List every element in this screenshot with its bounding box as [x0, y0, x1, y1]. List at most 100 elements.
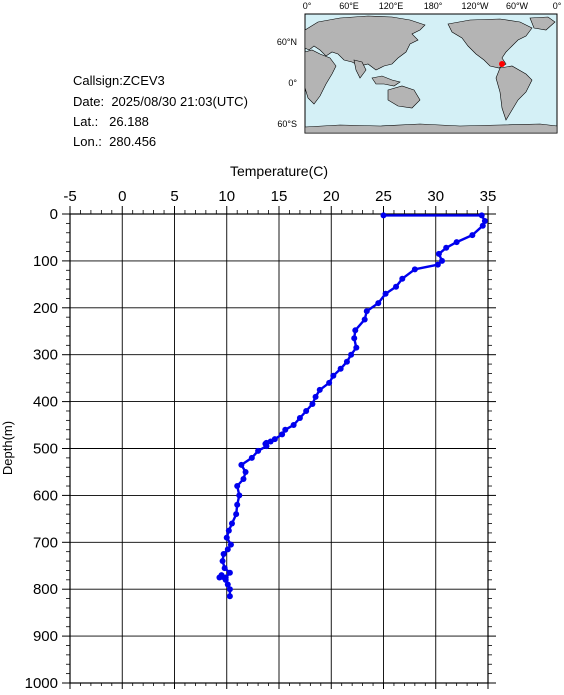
chart-grid	[70, 214, 488, 683]
lon-label: Lon.:	[73, 134, 102, 149]
y-tick-label: 300	[33, 347, 58, 364]
y-tick-label: 200	[33, 300, 58, 317]
profile-point	[326, 379, 333, 386]
callsign-line: Callsign:ZCEV3	[73, 73, 165, 89]
profile-point	[375, 300, 382, 307]
map-top-tick: 0°	[553, 1, 562, 11]
y-tick-label: 500	[33, 441, 58, 458]
profile-point	[222, 576, 229, 583]
africa-land	[304, 49, 337, 105]
y-axis-label: Depth(m)	[0, 421, 15, 475]
profile-point	[337, 365, 344, 372]
date-line: Date: 2025/08/30 21:03(UTC)	[73, 94, 248, 110]
profile-point	[227, 541, 234, 548]
profile-point	[453, 239, 460, 246]
profile-point	[224, 581, 231, 588]
profile-point	[393, 283, 400, 290]
x-tick-label: 35	[480, 188, 497, 205]
y-tick-label: 600	[33, 487, 58, 504]
map-top-tick: 60°E	[339, 1, 359, 11]
profile-points	[216, 212, 488, 600]
profile-point	[219, 558, 226, 565]
profile-point	[353, 344, 360, 351]
map-top-tick: 120°E	[379, 1, 404, 11]
south-america-land	[495, 65, 533, 121]
map-top-tick: 0°	[303, 1, 312, 11]
profile-point	[248, 454, 255, 461]
profile-point	[290, 422, 297, 429]
profile-point	[233, 511, 240, 518]
profile-point	[221, 565, 228, 572]
map-side-tick: 60°S	[277, 119, 297, 129]
profile-point	[255, 447, 262, 454]
profile-point	[309, 400, 316, 407]
map-side-tick: 60°N	[277, 37, 297, 47]
callsign-value: ZCEV3	[122, 73, 165, 88]
profile-point	[240, 475, 247, 482]
y-tick-label: 1000	[25, 675, 58, 690]
profile-point	[226, 586, 233, 593]
lat-label: Lat.:	[73, 114, 99, 129]
profile-point	[481, 218, 488, 225]
north-america-land	[447, 18, 533, 69]
y-tick-label: 800	[33, 581, 58, 598]
profile-point	[296, 415, 303, 422]
x-tick-label: 20	[323, 188, 340, 205]
profile-point	[343, 358, 350, 365]
world-map: 0° 60°E 120°E 180° 120°W 60°W 0° 60°N 0°…	[277, 1, 562, 134]
y-tick-label: 400	[33, 394, 58, 411]
profile-point	[216, 574, 223, 581]
profile-point	[263, 443, 270, 450]
map-top-tick: 180°	[424, 1, 443, 11]
profile-point	[348, 351, 355, 358]
profile-point	[361, 316, 368, 323]
plot-frame	[69, 213, 489, 684]
y-tick-label: 700	[33, 534, 58, 551]
profile-point	[316, 386, 323, 393]
profile-point	[236, 492, 243, 499]
date-value: 2025/08/30 21:03(UTC)	[111, 94, 248, 109]
chart-tick-labels: -5 0 5 10 15 20 25 30 35 0 100 200 300 400 500 600 700 80…	[25, 188, 497, 692]
x-tick-label: -5	[63, 188, 76, 205]
x-tick-label: 0	[118, 188, 126, 205]
x-tick-label: 30	[427, 188, 444, 205]
x-tick-label: 5	[170, 188, 178, 205]
profile-point	[351, 335, 358, 342]
lon-line: Lon.: 280.456	[73, 134, 156, 150]
profile-point	[226, 593, 233, 600]
profile-point	[478, 212, 485, 219]
profile-point	[279, 431, 286, 438]
map-top-tick: 60°W	[506, 1, 529, 11]
lon-value: 280.456	[109, 134, 157, 149]
profile-point	[363, 308, 370, 315]
chart-ticks	[62, 206, 496, 689]
profile-point	[411, 266, 418, 273]
y-tick-label: 900	[33, 628, 58, 645]
profile-point	[220, 551, 227, 558]
profile-point	[228, 520, 235, 527]
profile-point	[382, 290, 389, 297]
profile-point	[439, 257, 446, 264]
india-land	[353, 59, 367, 79]
profile-point	[443, 244, 450, 251]
profile-point	[226, 569, 233, 576]
x-axis-label: Temperature(C)	[230, 163, 328, 179]
station-marker	[499, 61, 505, 67]
profile-point	[380, 212, 387, 219]
map-top-tick: 120°W	[461, 1, 489, 11]
profile-point	[303, 407, 310, 414]
profile-point	[330, 372, 337, 379]
greenland-land	[529, 16, 556, 31]
lat-line: Lat.: 26.188	[73, 114, 149, 130]
temperature-profile-line	[218, 214, 487, 597]
profile-point	[399, 275, 406, 282]
profile-point	[238, 461, 245, 468]
profile-point	[242, 468, 249, 475]
map-side-tick: 0°	[288, 78, 297, 88]
y-tick-label: 0	[50, 206, 58, 223]
australia-land	[387, 85, 421, 109]
profile-point	[469, 232, 476, 239]
profile-point	[225, 527, 232, 534]
profile-point	[479, 222, 486, 229]
